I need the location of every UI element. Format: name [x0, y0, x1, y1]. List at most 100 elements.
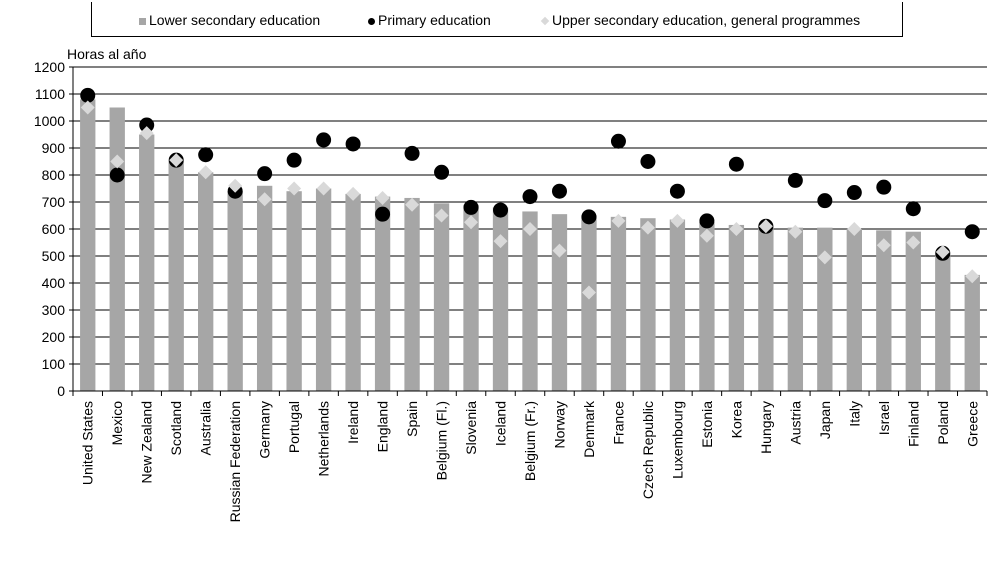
bar	[463, 204, 479, 391]
primary-point	[846, 185, 862, 201]
upper-secondary-point	[552, 243, 567, 258]
bar	[315, 188, 332, 391]
bar	[699, 222, 715, 391]
x-category-label: United States	[80, 401, 96, 485]
primary-point	[905, 201, 921, 217]
primary-point	[463, 199, 479, 215]
upper-secondary-point	[434, 208, 449, 223]
x-category-label: Russian Federation	[227, 401, 243, 522]
y-axis-title: Horas al año	[67, 46, 147, 62]
x-category-label: Czech Republic	[640, 401, 656, 499]
upper-secondary-point	[670, 213, 685, 228]
upper-secondary-point	[405, 197, 420, 212]
bar	[581, 215, 597, 391]
primary-point	[198, 147, 214, 163]
upper-secondary-point	[788, 224, 803, 239]
y-tick-label: 500	[42, 248, 66, 264]
x-category-label: Denmark	[581, 400, 597, 458]
bar	[80, 99, 96, 392]
upper-secondary-point	[611, 213, 626, 228]
bar	[935, 254, 951, 391]
upper-secondary-point	[257, 192, 272, 207]
primary-point	[109, 167, 125, 183]
upper-secondary-point	[523, 222, 537, 236]
primary-point	[640, 154, 656, 169]
x-category-label: Mexico	[109, 401, 125, 446]
primary-point	[728, 156, 744, 172]
x-category-label: Israel	[876, 401, 892, 435]
x-category-label: Norway	[551, 401, 567, 448]
primary-point	[493, 202, 509, 218]
x-category-label: Portugal	[286, 401, 302, 453]
bar	[610, 216, 627, 391]
bar	[492, 207, 509, 391]
primary-point	[522, 189, 538, 205]
bar	[728, 224, 745, 391]
x-category-label: New Zealand	[139, 401, 155, 484]
bar	[817, 227, 833, 391]
legend-item-upper-secondary: Upper secondary education, general progr…	[540, 12, 861, 28]
y-tick-label: 900	[42, 140, 66, 156]
x-category-label: Greece	[964, 401, 980, 447]
x-category-label: Finland	[905, 401, 921, 447]
y-tick-label: 800	[42, 167, 66, 183]
bar	[286, 191, 302, 391]
x-category-label: Korea	[728, 401, 744, 439]
bar	[669, 219, 686, 391]
upper-secondary-point	[464, 215, 479, 230]
upper-secondary-point	[375, 190, 390, 205]
x-category-label: Germany	[257, 401, 273, 459]
upper-secondary-point	[581, 285, 596, 300]
legend-circle-swatch	[368, 17, 375, 25]
bar	[522, 211, 538, 391]
upper-secondary-point	[198, 165, 213, 180]
bar	[787, 227, 804, 391]
upper-secondary-point	[110, 154, 125, 169]
primary-point	[817, 193, 833, 209]
primary-point	[434, 164, 450, 180]
x-category-label: Scotland	[168, 401, 184, 455]
upper-secondary-point	[139, 126, 154, 141]
x-category-label: Netherlands	[316, 401, 332, 477]
bar	[198, 172, 214, 391]
bar	[876, 230, 892, 391]
x-category-label: Poland	[935, 401, 951, 445]
y-tick-label: 200	[42, 329, 66, 345]
bar	[139, 134, 155, 391]
legend-label-upper-secondary: Upper secondary education, general progr…	[552, 12, 861, 28]
legend-label-primary: Primary education	[378, 12, 491, 28]
upper-secondary-point	[847, 222, 862, 236]
primary-point	[80, 87, 96, 103]
primary-point	[286, 152, 302, 168]
y-tick-label: 100	[42, 356, 66, 372]
y-tick-label: 1100	[35, 86, 65, 102]
legend-label-lower-secondary: Lower secondary education	[149, 12, 321, 28]
primary-point	[551, 183, 567, 199]
x-category-label: England	[375, 401, 391, 452]
primary-point	[404, 145, 420, 161]
x-category-label: Ireland	[345, 401, 361, 444]
x-category-label: Estonia	[699, 401, 715, 448]
upper-secondary-point	[316, 181, 331, 196]
x-category-label: Hungary	[758, 401, 774, 454]
bar	[846, 229, 862, 391]
upper-secondary-point	[817, 250, 832, 265]
x-category-label: Japan	[817, 401, 833, 439]
primary-point	[699, 213, 715, 229]
upper-secondary-point	[758, 219, 773, 234]
legend-bar-swatch	[139, 17, 146, 25]
x-category-label: Slovenia	[463, 401, 479, 455]
x-category-label: Belgium (Fr.)	[522, 401, 538, 481]
primary-point	[375, 206, 391, 222]
x-category-label: Spain	[404, 401, 420, 437]
bar	[905, 231, 921, 391]
legend: Lower secondary education Primary educat…	[91, 2, 903, 37]
x-category-label: Italy	[846, 401, 862, 427]
y-tick-label: 400	[42, 275, 66, 291]
x-category-label: France	[610, 401, 626, 445]
x-category-label: Iceland	[493, 401, 509, 446]
legend-item-lower-secondary: Lower secondary education	[139, 12, 320, 28]
y-tick-label: 700	[42, 194, 66, 210]
bar	[227, 191, 243, 391]
